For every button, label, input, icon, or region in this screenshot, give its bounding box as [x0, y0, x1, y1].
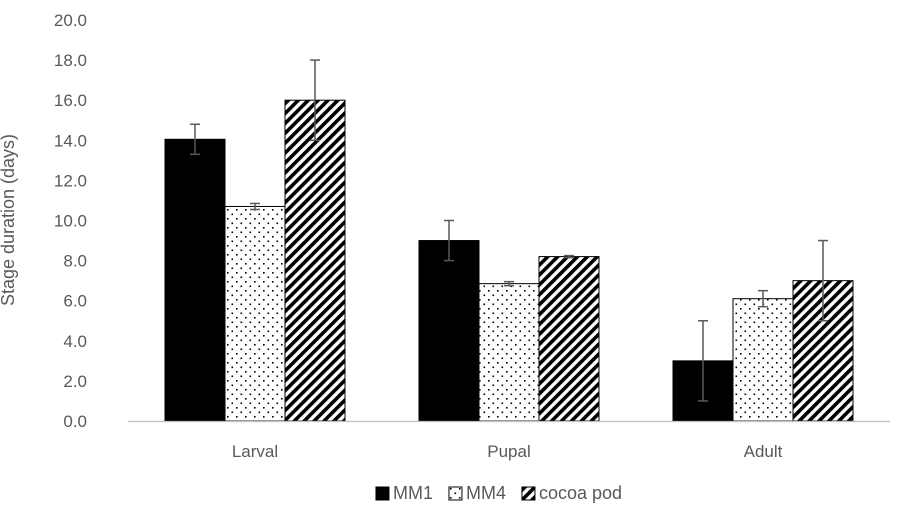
y-tick-label: 18.0	[54, 51, 87, 70]
bar-cocoa-pod-pupal	[538, 256, 600, 422]
legend-swatch	[521, 486, 536, 501]
y-tick-label: 0.0	[63, 412, 87, 431]
y-tick-label: 12.0	[54, 171, 87, 190]
legend-swatch	[448, 486, 463, 501]
y-tick-label: 6.0	[63, 292, 87, 311]
bar-series-group	[164, 59, 854, 422]
category-label-adult: Adult	[744, 442, 783, 461]
legend-swatch	[375, 486, 390, 501]
bar-cocoa-pod-larval	[284, 99, 346, 422]
legend-label: cocoa pod	[539, 483, 622, 503]
y-tick-label: 16.0	[54, 91, 87, 110]
y-axis-ticks: 0.0 2.0 4.0 6.0 8.0 10.0 12.0 14.0 16.0 18.0 20.0	[54, 11, 87, 431]
y-tick-label: 10.0	[54, 212, 87, 231]
y-tick-label: 20.0	[54, 11, 87, 30]
y-tick-label: 4.0	[63, 332, 87, 351]
legend: MM1 MM4 cocoa pod	[375, 483, 622, 503]
category-labels: Larval Pupal Adult	[232, 442, 783, 461]
y-tick-label: 8.0	[63, 252, 87, 271]
legend-item-cocoa-pod: cocoa pod	[521, 483, 622, 503]
legend-item-mm1: MM1	[375, 483, 433, 503]
bar-mm4-larval	[224, 205, 286, 422]
bar-mm1-larval	[164, 138, 226, 422]
category-label-larval: Larval	[232, 442, 278, 461]
category-label-pupal: Pupal	[487, 442, 530, 461]
legend-label: MM1	[393, 483, 433, 503]
bar-mm4-pupal	[478, 283, 540, 422]
bar-mm4-adult	[732, 298, 794, 422]
y-tick-label: 14.0	[54, 131, 87, 150]
y-axis-title: Stage duration (days)	[0, 134, 18, 306]
y-tick-label: 2.0	[63, 372, 87, 391]
bar-mm1-pupal	[418, 240, 480, 422]
legend-item-mm4: MM4	[448, 483, 506, 503]
legend-label: MM4	[466, 483, 506, 503]
